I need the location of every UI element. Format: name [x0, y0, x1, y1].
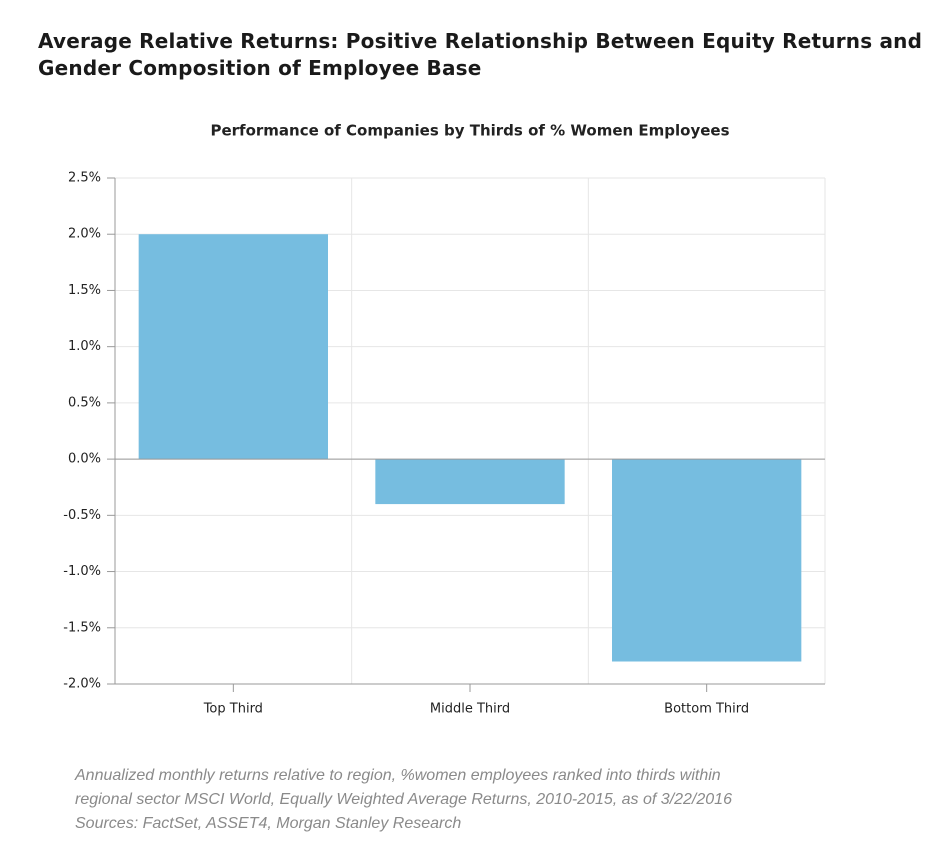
chart: Performance of Companies by Thirds of % …	[63, 122, 826, 717]
footnotes: Annualized monthly returns relative to r…	[75, 764, 732, 836]
y-tick-label: -1.0%	[63, 564, 101, 579]
footnote: regional sector MSCI World, Equally Weig…	[75, 791, 732, 808]
y-tick-label: 2.0%	[68, 227, 101, 242]
y-tick-label: -0.5%	[63, 508, 101, 523]
page-title: Average Relative Returns: Positive Relat…	[38, 28, 922, 82]
x-tick-label: Middle Third	[430, 702, 510, 717]
footnote: Sources: FactSet, ASSET4, Morgan Stanley…	[75, 815, 462, 832]
bar	[375, 459, 565, 505]
y-tick-label: 0.5%	[68, 395, 101, 410]
title-line: Gender Composition of Employee Base	[38, 56, 482, 80]
y-tick-label: 1.5%	[68, 283, 101, 298]
y-tick-label: 0.0%	[68, 452, 101, 467]
y-tick-label: -1.5%	[63, 620, 101, 635]
y-tick-label: 1.0%	[68, 339, 101, 354]
x-tick-label: Bottom Third	[664, 702, 749, 717]
title-line: Average Relative Returns: Positive Relat…	[38, 29, 923, 53]
footnote: Annualized monthly returns relative to r…	[75, 767, 721, 784]
y-tick-label: 2.5%	[68, 171, 101, 186]
y-tick-label: -2.0%	[63, 677, 101, 692]
chart-title: Performance of Companies by Thirds of % …	[210, 122, 729, 140]
bar	[138, 234, 328, 460]
bar	[612, 459, 802, 662]
x-tick-label: Top Third	[203, 702, 263, 717]
